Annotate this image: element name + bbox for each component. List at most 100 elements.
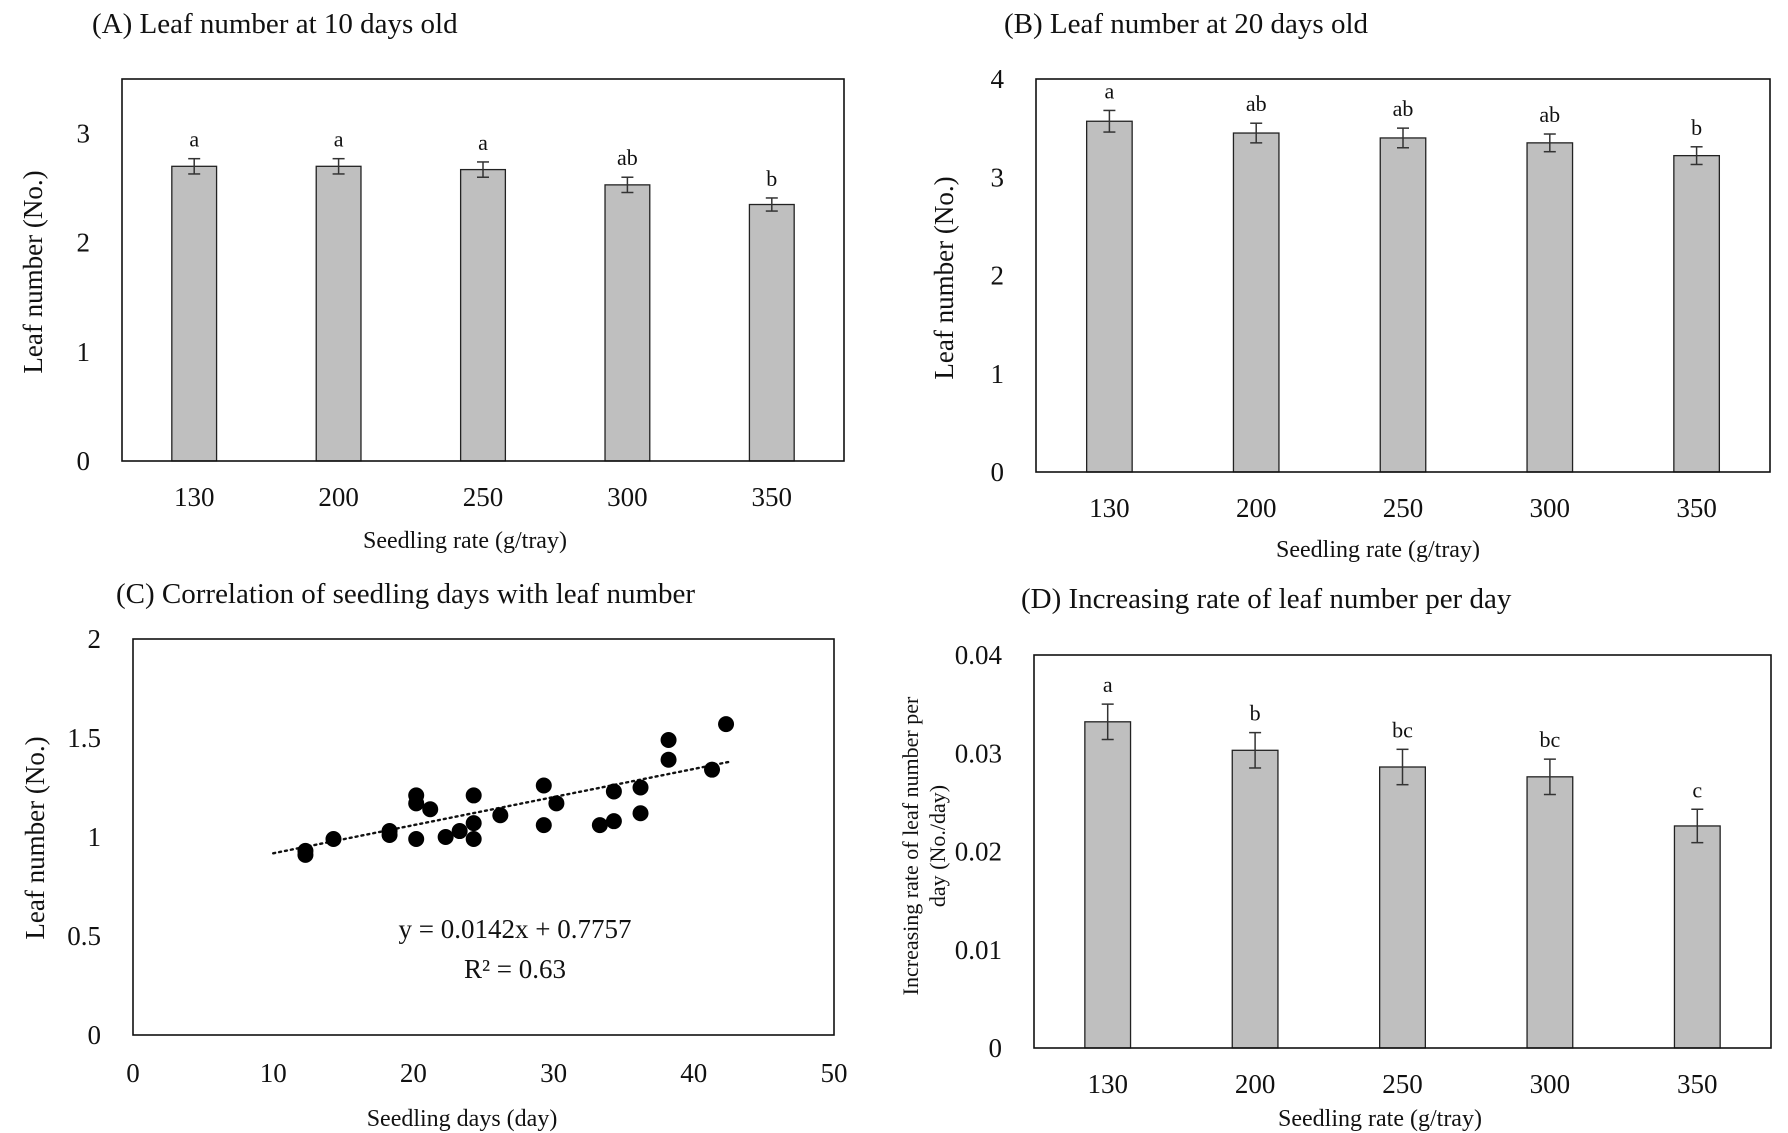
x-tick-label: 250 — [1382, 1069, 1423, 1099]
plot-frame — [1035, 78, 1771, 473]
y-tick-label: 0 — [991, 457, 1005, 487]
y-tick-label: 0.04 — [955, 640, 1003, 670]
y-tick-label: 1 — [991, 359, 1005, 389]
bar — [171, 165, 218, 462]
scatter-point — [605, 813, 622, 830]
x-tick-label: 20 — [400, 1058, 427, 1088]
scatter-point — [704, 761, 721, 778]
scatter-point — [535, 817, 552, 834]
x-tick-label: 350 — [1676, 493, 1717, 523]
scatter-point — [632, 805, 649, 822]
chart-panel-b: (B) Leaf number at 20 days old Seedling r… — [894, 0, 1788, 566]
x-tick-label: 200 — [1236, 493, 1277, 523]
x-tick-label: 130 — [1089, 493, 1130, 523]
scatter-point — [660, 731, 677, 748]
x-tick-label: 30 — [540, 1058, 567, 1088]
scatter-point — [381, 823, 398, 840]
y-tick-label: 0 — [989, 1033, 1003, 1063]
y-tick-label: 2 — [88, 624, 102, 654]
significance-letter: a — [334, 127, 344, 152]
y-tick-label: 1.5 — [67, 723, 101, 753]
chart-b-svg: (B) Leaf number at 20 days old Seedling r… — [929, 8, 1771, 563]
bar — [1084, 721, 1132, 1049]
scatter-point — [718, 716, 735, 733]
y-tick-label: 4 — [991, 64, 1005, 94]
scatter-point — [548, 795, 565, 812]
scatter-point — [591, 817, 608, 834]
x-tick-label: 300 — [1530, 493, 1571, 523]
y-tick-label: 0 — [88, 1020, 102, 1050]
bar — [459, 168, 507, 462]
trendline-equation: y = 0.0142x + 0.7757 — [399, 914, 632, 944]
chart-title: (B) Leaf number at 20 days old — [1004, 8, 1369, 40]
x-axis-label: Seedling days (day) — [367, 1106, 558, 1132]
scatter-point — [535, 777, 552, 794]
trendline — [272, 760, 731, 855]
bar — [315, 165, 362, 462]
x-axis-label: Seedling rate (g/tray) — [363, 528, 567, 554]
significance-letter: c — [1692, 777, 1702, 802]
y-tick-label: 0 — [77, 446, 91, 476]
bar — [1379, 766, 1426, 1049]
y-tick-label: 2 — [77, 228, 91, 258]
significance-letter: b — [1691, 115, 1702, 140]
bar — [1526, 142, 1574, 473]
scatter-point — [297, 842, 314, 859]
plot-frame — [121, 78, 845, 462]
scatter-point — [492, 807, 509, 824]
significance-letter: a — [1103, 672, 1113, 697]
plot-frame — [1033, 654, 1772, 1049]
x-tick-label: 40 — [680, 1058, 707, 1088]
r-squared-label: R² = 0.63 — [464, 954, 566, 984]
significance-letter: b — [1250, 701, 1261, 726]
chart-a-svg: (A) Leaf number at 10 days old Seedling r… — [18, 8, 845, 554]
y-tick-label: 0.03 — [955, 738, 1002, 768]
significance-letter: ab — [617, 145, 638, 170]
scatter-point — [422, 801, 439, 818]
x-tick-label: 10 — [260, 1058, 287, 1088]
chart-c-svg: (C) Correlation of seedling days with le… — [20, 578, 848, 1132]
scatter-point — [605, 783, 622, 800]
x-tick-label: 0 — [126, 1058, 140, 1088]
chart-panel-d: (D) Increasing rate of leaf number per d… — [894, 566, 1788, 1133]
y-axis-label: Leaf number (No.) — [18, 170, 48, 373]
bar — [1673, 154, 1721, 473]
y-axis-label: Leaf number (No.) — [929, 176, 959, 379]
chart-d-svg: (D) Increasing rate of leaf number per d… — [898, 583, 1772, 1132]
y-tick-label: 0.5 — [67, 921, 101, 951]
x-tick-label: 130 — [174, 482, 215, 512]
x-axis-label: Seedling rate (g/tray) — [1278, 1106, 1482, 1132]
x-tick-label: 250 — [463, 482, 504, 512]
chart-title: (A) Leaf number at 10 days old — [92, 8, 458, 40]
y-tick-label: 0.01 — [955, 935, 1002, 965]
significance-letter: a — [478, 130, 488, 155]
scatter-point — [465, 787, 482, 804]
bar — [748, 203, 795, 462]
x-axis-label: Seedling rate (g/tray) — [1276, 537, 1480, 563]
scatter-point — [451, 823, 468, 840]
y-tick-label: 1 — [77, 337, 91, 367]
scatter-point — [632, 779, 649, 796]
significance-letter: a — [1105, 78, 1115, 103]
significance-letter: ab — [1246, 91, 1267, 116]
x-tick-label: 200 — [318, 482, 359, 512]
bar — [1526, 776, 1574, 1049]
scatter-point — [465, 815, 482, 832]
chart-panel-a: (A) Leaf number at 10 days old Seedling r… — [0, 0, 894, 566]
significance-letter: a — [189, 127, 199, 152]
bar — [1232, 132, 1280, 473]
scatter-point — [408, 830, 425, 847]
y-axis-label-line: day (No./day) — [925, 785, 950, 907]
significance-letter: ab — [1539, 102, 1560, 127]
bar — [1673, 825, 1721, 1049]
x-tick-label: 350 — [1677, 1069, 1718, 1099]
significance-letter: bc — [1392, 717, 1413, 742]
y-tick-label: 2 — [991, 261, 1005, 291]
plot-frame — [132, 638, 835, 1036]
x-tick-label: 250 — [1383, 493, 1424, 523]
x-tick-label: 300 — [1530, 1069, 1571, 1099]
chart-panel-c: (C) Correlation of seedling days with le… — [0, 566, 894, 1133]
y-axis-label-line: Increasing rate of leaf number per — [898, 696, 923, 995]
bar — [1379, 137, 1427, 473]
significance-letter: ab — [1393, 96, 1414, 121]
